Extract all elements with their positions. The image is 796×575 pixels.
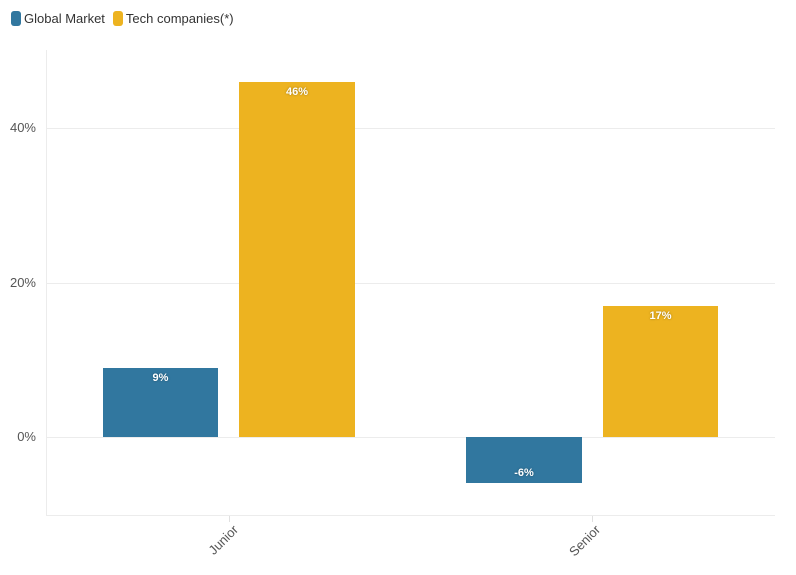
gridline-40 (46, 128, 775, 129)
legend-item-global-market[interactable]: Global Market (11, 11, 105, 26)
legend-item-tech-companies[interactable]: Tech companies(*) (112, 11, 234, 26)
legend-swatch-global-market (11, 11, 21, 26)
bar-tech-junior[interactable]: 46% (239, 82, 355, 437)
x-tick-label-junior: Junior (204, 522, 241, 558)
legend-swatch-tech-companies (112, 11, 123, 26)
bar-value-label: 17% (649, 310, 672, 322)
bar-global-senior[interactable]: -6% (466, 437, 582, 483)
chart-legend: Global Market Tech companies(*) (11, 11, 242, 26)
bar-tech-senior[interactable]: 17% (603, 306, 718, 437)
y-tick-label-20: 20% (9, 275, 36, 290)
bar-global-junior[interactable]: 9% (103, 368, 218, 437)
legend-label: Tech companies(*) (125, 11, 234, 26)
gridline-20 (46, 283, 775, 284)
x-axis-line (46, 515, 775, 516)
bar-value-label: 9% (152, 372, 169, 384)
gridline-0 (46, 437, 775, 438)
x-tick-mark-senior (592, 516, 593, 522)
x-tick-label-senior: Senior (566, 522, 604, 560)
bar-value-label: 46% (285, 86, 309, 98)
bar-value-label: -6% (514, 467, 534, 479)
y-tick-label-0: 0% (17, 429, 36, 444)
legend-label: Global Market (24, 11, 105, 26)
y-tick-label-40: 40% (9, 120, 36, 135)
x-tick-mark-junior (229, 516, 230, 522)
